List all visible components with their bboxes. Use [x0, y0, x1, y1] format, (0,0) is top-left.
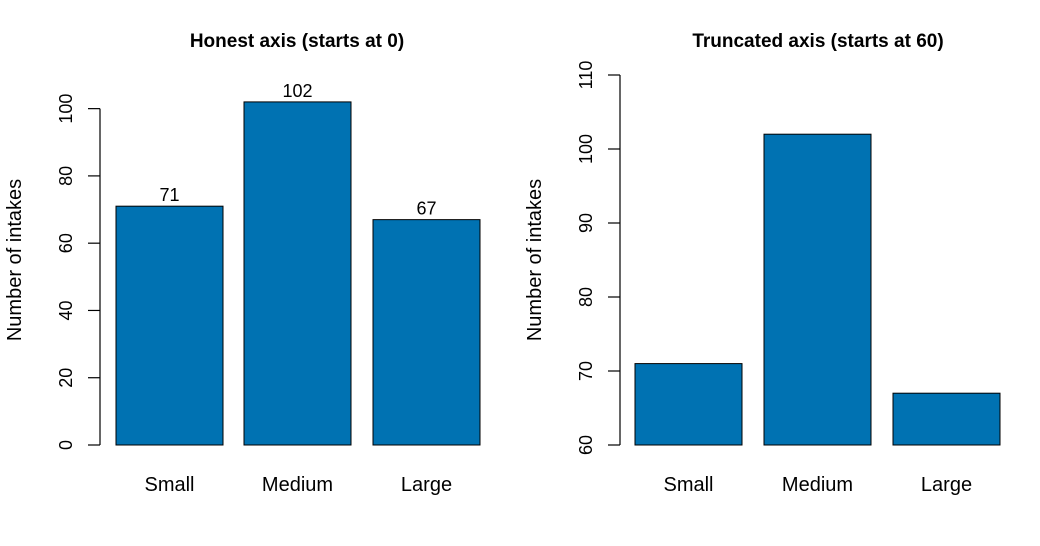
y-tick-label: 60 — [56, 233, 76, 253]
y-axis-label: Number of intakes — [4, 179, 26, 341]
honest-axis-chart: Honest axis (starts at 0) Number of inta… — [4, 31, 481, 496]
y-axis-label: Number of intakes — [524, 179, 546, 341]
bar-medium — [243, 101, 352, 446]
chart-title: Truncated axis (starts at 60) — [692, 31, 943, 52]
x-tick-label: Medium — [782, 474, 853, 496]
y-tick-label: 0 — [56, 440, 76, 450]
y-tick-label: 110 — [576, 61, 596, 90]
data-label: 67 — [416, 199, 436, 219]
y-tick-label: 60 — [576, 435, 596, 455]
truncated-axis-chart: Truncated axis (starts at 60) Number of … — [524, 31, 1001, 496]
x-tick-label: Large — [401, 474, 452, 496]
y-tick-label: 90 — [576, 213, 596, 233]
y-tick-label: 100 — [56, 94, 76, 124]
x-tick-label: Small — [144, 474, 194, 496]
data-label: 71 — [159, 185, 179, 205]
y-tick-label: 80 — [576, 287, 596, 307]
chart-title: Honest axis (starts at 0) — [190, 31, 404, 52]
data-label: 102 — [282, 81, 312, 101]
bar-small — [634, 363, 743, 446]
bar-large — [372, 219, 481, 446]
x-tick-label: Small — [663, 474, 713, 496]
y-tick-label: 70 — [576, 361, 596, 381]
y-tick-label: 80 — [56, 166, 76, 186]
y-tick-label: 20 — [56, 368, 76, 388]
y-tick-label: 40 — [56, 300, 76, 320]
x-tick-label: Medium — [262, 474, 333, 496]
bar-large — [892, 392, 1001, 446]
bar-medium — [763, 133, 872, 446]
bar-small — [115, 205, 224, 446]
y-tick-label: 100 — [576, 134, 596, 164]
x-tick-label: Large — [921, 474, 972, 496]
